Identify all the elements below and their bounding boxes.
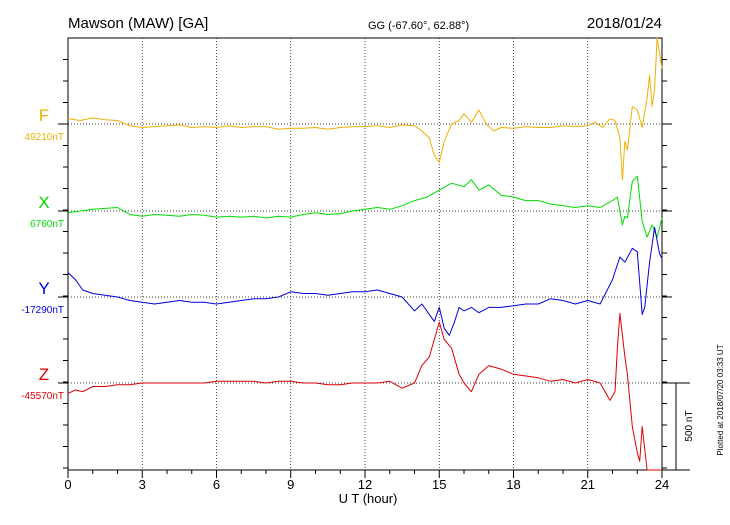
component-labels: F 49210nT X 6760nT Y -17290nT Z -45570nT — [21, 106, 64, 402]
y-ticks — [58, 59, 672, 469]
plotted-timestamp: Plotted at 2018/07/20 03:33 UT — [716, 344, 725, 455]
x-tick-label: 9 — [287, 477, 294, 492]
x-ticks: 0 3 6 9 12 15 18 21 24 — [64, 469, 669, 492]
x-tick-label: 0 — [64, 477, 71, 492]
grid-lines — [68, 38, 662, 470]
station-title: Mawson (MAW) [GA] — [68, 15, 208, 32]
scale-bar: 500 nT — [662, 382, 695, 471]
series-line-z — [67, 312, 662, 471]
component-letter-z: Z — [39, 365, 49, 384]
baseline-label-x: 6760nT — [30, 219, 64, 230]
x-tick-label: 18 — [506, 477, 520, 492]
x-axis-title: U T (hour) — [339, 491, 398, 506]
baseline-label-f: 49210nT — [25, 132, 64, 143]
component-letter-x: X — [38, 193, 49, 212]
component-letter-f: F — [39, 106, 49, 125]
x-tick-label: 24 — [655, 477, 669, 492]
series-line-f — [67, 37, 663, 181]
x-tick-label: 6 — [213, 477, 220, 492]
x-tick-label: 12 — [358, 477, 372, 492]
series-lines — [67, 37, 663, 471]
baseline-label-y: -17290nT — [21, 305, 64, 316]
x-tick-label: 3 — [139, 477, 146, 492]
baseline-label-z: -45570nT — [21, 391, 64, 402]
date-label: 2018/01/24 — [587, 15, 662, 32]
scale-bar-label: 500 nT — [684, 410, 695, 441]
series-line-x — [67, 175, 663, 238]
x-tick-label: 15 — [432, 477, 446, 492]
coordinates-label: GG (-67.60°, 62.88°) — [368, 20, 469, 32]
series-line-y — [67, 226, 663, 336]
x-tick-label: 21 — [581, 477, 595, 492]
component-letter-y: Y — [38, 279, 49, 298]
